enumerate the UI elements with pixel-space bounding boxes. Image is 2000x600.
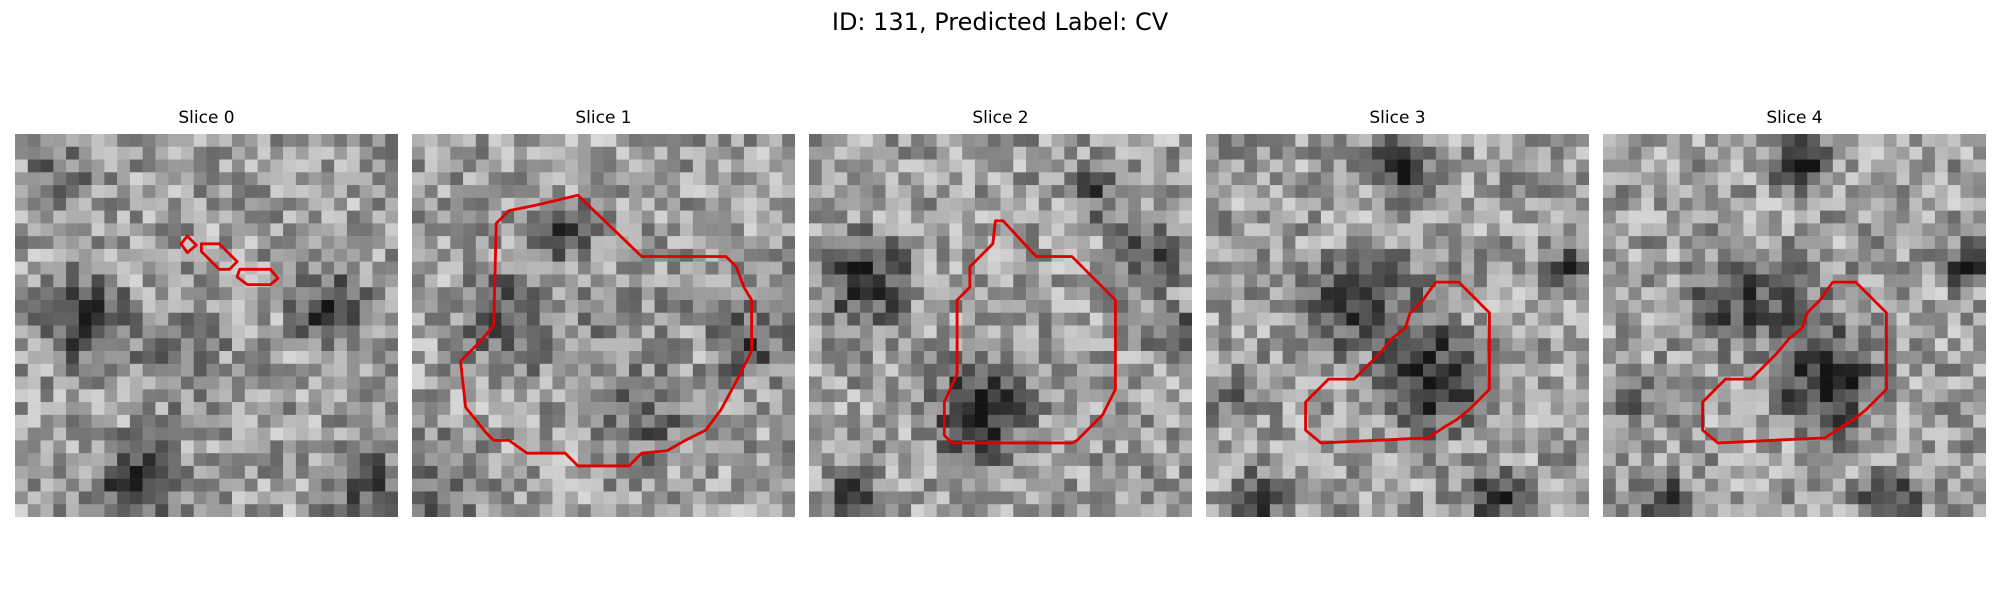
grayscale-pixels xyxy=(15,134,398,517)
slice-panel-1: Slice 1 xyxy=(412,106,795,520)
slice-image xyxy=(1206,134,1589,517)
grayscale-pixels xyxy=(809,134,1192,517)
segmentation-contour xyxy=(1304,280,1491,445)
segmentation-contour xyxy=(459,193,753,468)
slice-panel-4: Slice 4 xyxy=(1603,106,1986,520)
slice-panel-2: Slice 2 xyxy=(809,106,1192,520)
figure-title: ID: 131, Predicted Label: CV xyxy=(831,8,1169,36)
segmentation-contour xyxy=(1701,280,1888,445)
slice-image xyxy=(15,134,398,517)
grayscale-pixels xyxy=(1603,134,1986,517)
slice-title: Slice 4 xyxy=(1766,108,1823,128)
grayscale-pixels xyxy=(412,134,795,517)
grayscale-pixels xyxy=(1206,134,1589,517)
slice-title: Slice 1 xyxy=(575,108,632,128)
segmentation-contour xyxy=(179,234,280,287)
slice-image xyxy=(412,134,795,517)
slice-image xyxy=(1603,134,1986,517)
slice-title: Slice 2 xyxy=(972,108,1029,128)
slice-image xyxy=(809,134,1192,517)
slice-panel-3: Slice 3 xyxy=(1206,106,1589,520)
slice-panel-0: Slice 0 xyxy=(15,106,398,520)
segmentation-contour xyxy=(942,219,1117,445)
slice-title: Slice 0 xyxy=(178,108,235,128)
slice-title: Slice 3 xyxy=(1369,108,1426,128)
